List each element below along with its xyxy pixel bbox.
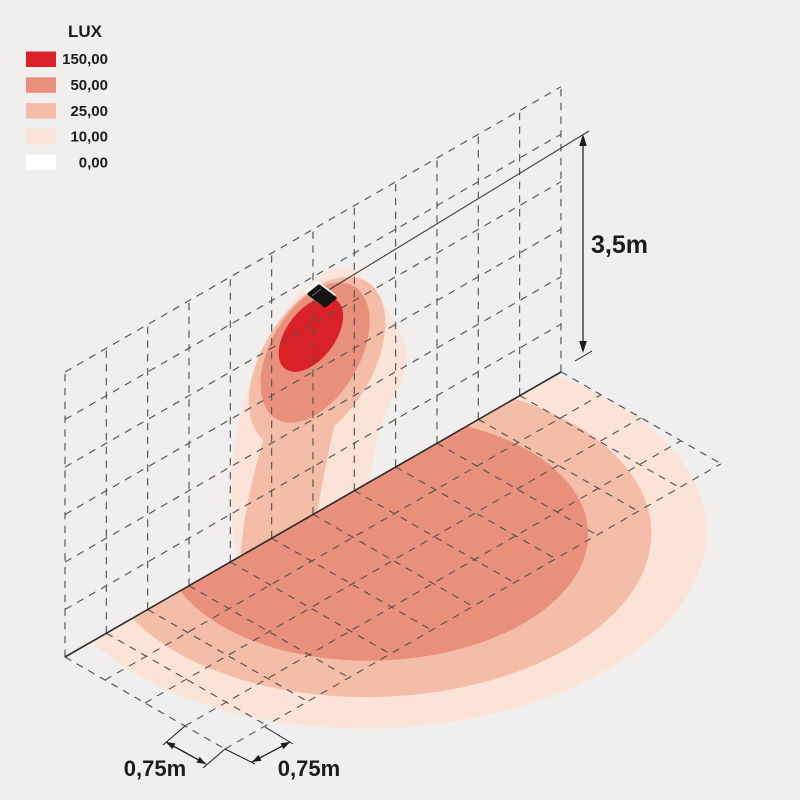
arrow-up-icon [579,134,587,146]
wall-illuminance-contours [231,267,407,559]
legend-item: 10,00 [26,129,108,146]
arrow-downright-icon [196,756,206,764]
wall-grid [64,86,562,658]
legend-value: 50,00 [70,77,108,94]
legend-swatch [26,77,56,93]
floor-grid [64,371,722,750]
width-dimension-label: 0,75m [278,756,340,781]
depth-dimension-label: 0,75m [124,756,186,781]
legend-value: 10,00 [70,129,108,146]
legend-title: LUX [68,22,103,41]
legend-item: 50,00 [26,77,108,94]
mounting-height-reference-line [326,130,590,292]
legend-value: 25,00 [70,103,108,120]
width-dimension: 0,75m [224,726,340,781]
arrow-upright-icon [280,742,290,750]
legend-swatch [26,51,56,67]
legend-value: 150,00 [62,51,108,68]
legend-swatch [26,128,56,145]
wall-floor-junction-line [64,371,562,658]
legend-item: 150,00 [26,51,108,68]
depth-dimension: 0,75m [124,725,226,781]
legend-swatch [26,103,56,119]
legend-item: 0,00 [26,154,108,171]
arrow-downleft-icon [252,754,262,762]
height-dimension: 3,5m [574,134,648,362]
legend-value: 0,00 [79,154,108,171]
luminaire-crease [311,288,322,297]
luminaire-icon [304,281,337,308]
legend: LUX 150,00 50,00 25,00 10,00 0,00 [26,22,108,171]
luminaire-body [307,284,337,308]
legend-item: 25,00 [26,103,108,120]
arrow-down-icon [579,341,587,353]
legend-swatch [26,154,56,171]
arrow-upleft-icon [166,742,176,750]
height-dimension-label: 3,5m [591,231,648,259]
